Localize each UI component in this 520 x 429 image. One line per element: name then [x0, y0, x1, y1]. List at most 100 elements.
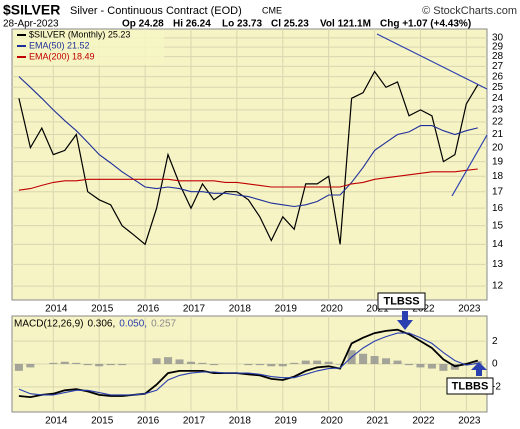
- histogram-bar: [473, 361, 482, 364]
- x-tick-label: 2019: [275, 304, 298, 315]
- histogram-bar: [382, 358, 391, 364]
- histogram-bar: [186, 361, 196, 364]
- histogram-bar: [370, 356, 379, 364]
- histogram-bar: [324, 361, 333, 364]
- low: Lo 23.73: [222, 19, 262, 30]
- symbol: $SILVER: [3, 2, 60, 18]
- series-line: [18, 76, 478, 208]
- y-tick-label: 15: [492, 220, 504, 231]
- arrow: [471, 362, 487, 376]
- annotation: TLBSS: [383, 295, 419, 307]
- legend-box: [14, 30, 164, 65]
- histogram-bar: [336, 364, 345, 365]
- histogram-bar: [209, 364, 218, 366]
- histogram-bar: [313, 360, 322, 364]
- histogram-bar: [49, 362, 58, 364]
- series-line: [18, 332, 478, 396]
- x-tick-label: 2019: [275, 416, 298, 427]
- x-tick-label: 2020: [321, 416, 344, 427]
- y-tick-label: 25: [492, 82, 504, 93]
- annotation: TLBBS: [452, 380, 489, 392]
- histogram-bar: [278, 364, 287, 367]
- x-tick-label: 2020: [321, 304, 344, 315]
- histogram-bar: [267, 364, 276, 367]
- y-tick-label: 19: [492, 156, 504, 167]
- annotation-box: [446, 377, 494, 395]
- x-tick-label: 2017: [183, 304, 206, 315]
- y-tick-label: 13: [492, 259, 504, 270]
- y-tick-label: 17: [492, 186, 504, 197]
- y-tick-label: 14: [492, 239, 504, 250]
- volume: Vol 121.1M: [320, 19, 371, 30]
- y-tick-label: 12: [492, 281, 504, 292]
- histogram-bar: [198, 362, 207, 364]
- histogram-bar: [175, 359, 184, 364]
- histogram-bar: [83, 364, 92, 366]
- x-tick-label: 2022: [412, 416, 435, 427]
- series-line: [18, 168, 478, 191]
- y-tick-label: 26: [492, 71, 504, 82]
- histogram-bar: [106, 364, 115, 366]
- y-tick-label: 22: [492, 117, 504, 128]
- trend-line: [376, 33, 488, 90]
- legend-label: EMA(50) 21.52: [29, 40, 90, 50]
- trend-line: [451, 134, 488, 197]
- histogram-bar: [290, 362, 299, 364]
- legend-label: 0.050,: [119, 319, 147, 330]
- series-line: [18, 328, 479, 399]
- y-tick-label: 24: [492, 93, 504, 104]
- x-tick-label: 2014: [45, 304, 68, 315]
- histogram-bar: [427, 364, 436, 369]
- price-line: [18, 70, 479, 246]
- y-tick-label: 29: [492, 42, 504, 53]
- date: 28-Apr-2023: [3, 19, 59, 30]
- close: Cl 25.23: [271, 19, 309, 30]
- y-tick-label: 2: [492, 336, 498, 347]
- panel-title: MACD(12,26,9): [14, 319, 83, 330]
- x-tick-label: 2016: [137, 304, 160, 315]
- y-tick-label: 0: [492, 359, 498, 370]
- plot-area: [11, 28, 488, 301]
- change: Chg +1.07 (+4.43%): [380, 19, 471, 30]
- histogram-bar: [164, 357, 173, 364]
- legend-label: $SILVER (Monthly) 25.23: [29, 29, 130, 39]
- histogram-bar: [393, 360, 402, 364]
- y-tick-label: 28: [492, 51, 504, 62]
- x-tick-label: 2023: [458, 416, 481, 427]
- x-tick-label: 2014: [45, 416, 68, 427]
- histogram-bar: [416, 364, 425, 368]
- x-tick-label: 2018: [229, 304, 252, 315]
- histogram-bar: [244, 364, 253, 366]
- x-tick-label: 2021: [366, 416, 389, 427]
- x-tick-label: 2015: [91, 416, 114, 427]
- arrow: [397, 311, 413, 330]
- x-tick-label: 2017: [183, 416, 206, 427]
- instrument-name: Silver - Continuous Contract (EOD): [70, 5, 242, 17]
- histogram-bar: [301, 360, 310, 364]
- histogram-bar: [118, 364, 127, 366]
- y-tick-label: 21: [492, 129, 504, 140]
- histogram-bar: [439, 364, 448, 371]
- x-tick-label: 2023: [458, 304, 481, 315]
- legend-label: 0.306,: [87, 319, 115, 330]
- annotation-box: [377, 292, 426, 310]
- histogram-bar: [359, 353, 368, 364]
- x-tick-label: 2015: [91, 304, 114, 315]
- credit: © StockCharts.com: [422, 5, 517, 17]
- y-tick-label: -2: [492, 381, 501, 392]
- legend-label: EMA(200) 18.49: [29, 51, 95, 61]
- y-tick-label: 18: [492, 171, 504, 182]
- histogram-bar: [60, 361, 69, 364]
- y-tick-label: 16: [492, 203, 504, 214]
- exchange: CME: [262, 5, 282, 15]
- y-tick-label: 27: [492, 61, 504, 72]
- open: Op 24.28: [122, 19, 164, 30]
- y-tick-label: 30: [492, 33, 504, 44]
- high: Hi 26.24: [173, 19, 211, 30]
- histogram-bar: [255, 364, 264, 366]
- histogram-bar: [72, 362, 81, 364]
- histogram-bar: [95, 364, 104, 367]
- histogram-bar: [14, 364, 23, 371]
- histogram-bar: [26, 364, 35, 368]
